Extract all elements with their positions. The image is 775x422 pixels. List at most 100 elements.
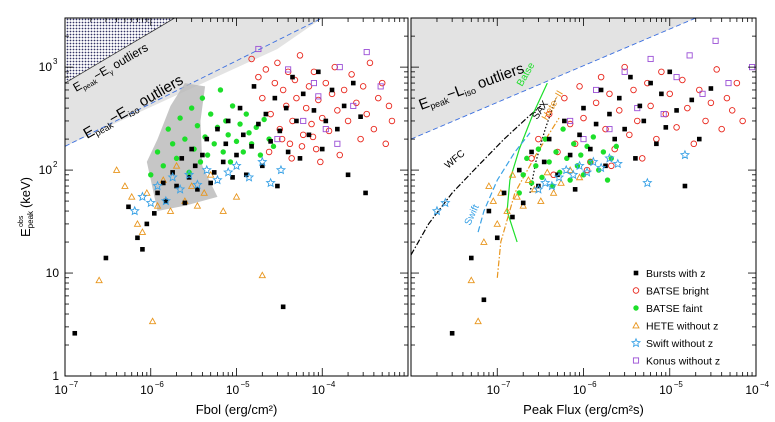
right-batse-bright-point	[658, 68, 665, 76]
right-hete-point	[503, 207, 511, 214]
right-batse-bright-point	[634, 117, 641, 125]
left-batse-bright-point	[248, 55, 255, 63]
right-konus-point	[567, 117, 574, 125]
left-hete-point	[138, 228, 147, 235]
right-batse-bright-point	[723, 94, 731, 102]
right-batse-bright-point	[662, 110, 670, 118]
left-batse-bright-point	[317, 158, 324, 166]
left-bursts-point	[192, 163, 198, 169]
left-batse-faint-point	[229, 103, 236, 109]
x-tick-label: 10	[487, 383, 501, 397]
left-bursts-point	[335, 126, 340, 132]
left-batse-bright-point	[293, 94, 300, 102]
left-batse-bright-point	[382, 140, 389, 148]
left-bursts-point	[195, 187, 200, 192]
left-batse-faint-point	[257, 152, 264, 158]
left-batse-faint-point	[165, 126, 171, 132]
left-bursts-point	[220, 159, 226, 165]
left-batse-faint-point	[227, 159, 234, 165]
left-batse-bright-point	[259, 94, 266, 102]
right-bursts-point	[612, 136, 617, 142]
legend-item: BATSE faint	[633, 303, 702, 315]
left-hete-point	[95, 276, 103, 284]
left-bursts-point	[237, 105, 243, 111]
left-bursts-point	[275, 183, 280, 189]
left-bursts-point	[363, 190, 368, 196]
left-konus-point	[285, 66, 292, 73]
right-batse-bright-point	[666, 90, 674, 98]
left-batse-bright-point	[291, 76, 299, 84]
right-hete-point	[480, 238, 488, 245]
legend-hete-marker	[632, 321, 640, 329]
right-bursts-point	[674, 108, 679, 113]
left-batse-faint-point	[220, 149, 226, 155]
right-bursts-point	[633, 156, 638, 161]
right-batse-bright-point	[608, 162, 615, 170]
right-batse-bright-point	[630, 86, 637, 94]
left-batse-bright-point	[336, 151, 344, 159]
right-batse-bright-point	[653, 135, 660, 143]
left-bursts-point	[329, 87, 335, 93]
left-batse-faint-point	[270, 143, 277, 150]
right-bursts-point	[667, 69, 673, 75]
left-hete-point	[232, 192, 241, 200]
left-batse-faint-point	[237, 121, 243, 127]
right-bursts-point	[593, 121, 599, 127]
left-swift-point	[243, 171, 255, 182]
right-konus-point	[647, 55, 654, 63]
left-batse-faint-point	[177, 115, 183, 121]
left-batse-bright-point	[385, 102, 393, 110]
right-batse-bright-point	[739, 117, 746, 125]
left-batse-faint-point	[160, 163, 166, 169]
left-batse-faint-point	[154, 149, 161, 155]
right-batse-faint-point	[600, 149, 607, 155]
right-batse-bright-point	[580, 114, 587, 122]
left-swift-point	[152, 180, 163, 191]
left-batse-bright-point	[366, 59, 374, 67]
left-bursts-point	[323, 118, 329, 124]
right-bursts-point	[689, 97, 695, 103]
right-batse-faint-point	[590, 134, 597, 140]
right-bursts-point	[622, 126, 627, 132]
right-batse-faint-point	[613, 143, 619, 150]
y-tick-label: 10	[39, 163, 53, 177]
right-bursts-point	[529, 149, 534, 155]
left-bursts-point	[306, 132, 312, 138]
left-swift-point	[137, 191, 148, 202]
left-batse-bright-point	[286, 140, 294, 148]
x-tick-exponent: −7	[501, 380, 511, 389]
right-bursts-point	[546, 136, 552, 142]
left-hete-point	[200, 188, 208, 196]
right-bursts-point	[598, 87, 604, 93]
left-bursts-point	[240, 132, 246, 138]
svg-text:WFC: WFC	[443, 148, 468, 171]
left-batse-faint-point	[199, 95, 206, 101]
left-swift-point	[231, 160, 242, 171]
right-swift-point	[595, 162, 607, 173]
right-bursts-point	[577, 132, 582, 138]
right-bursts-point	[654, 141, 659, 147]
right-batse-faint-point	[516, 190, 522, 196]
left-bursts-point	[215, 126, 220, 132]
right-batse-bright-point	[616, 107, 623, 114]
y-tick-exponent: 2	[53, 160, 58, 169]
left-bursts-point	[268, 139, 273, 144]
left-batse-bright-point	[305, 83, 313, 90]
x-tick-label: 10	[54, 383, 68, 397]
right-bursts-point	[708, 86, 714, 91]
hete-threshold-curve	[496, 117, 560, 278]
svg-text:Swift: Swift	[463, 203, 482, 227]
left-swift-point	[167, 171, 178, 182]
right-konus-point	[606, 126, 613, 133]
right-konus-point	[712, 37, 719, 44]
left-bursts-point	[256, 121, 261, 127]
left-batse-bright-point	[308, 120, 315, 128]
x-tick-exponent: −4	[760, 380, 770, 389]
left-swift-point	[265, 177, 276, 188]
right-bursts-point	[562, 118, 567, 124]
right-bursts-point	[607, 111, 612, 117]
left-bursts-point	[280, 304, 286, 310]
left-konus-point	[310, 80, 317, 87]
right-konus-point	[580, 136, 587, 143]
